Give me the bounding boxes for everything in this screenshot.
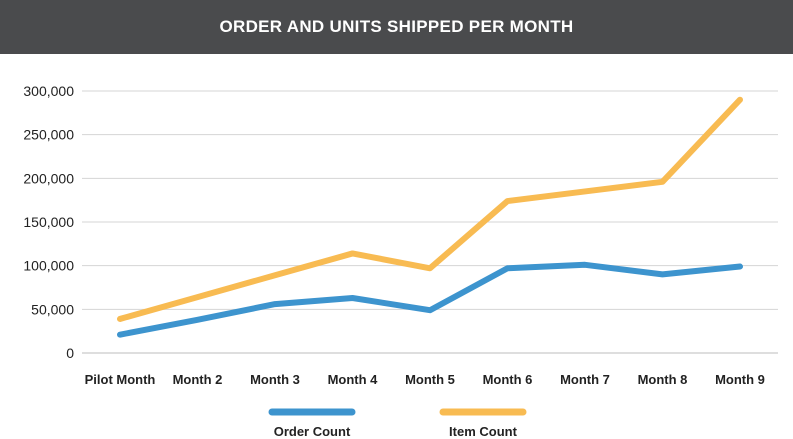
y-tick-label: 250,000: [23, 127, 74, 143]
x-tick-label: Month 3: [250, 372, 300, 387]
y-tick-label: 150,000: [23, 214, 74, 230]
y-tick-label: 200,000: [23, 170, 74, 186]
x-tick-label: Month 8: [638, 372, 688, 387]
y-tick-label: 50,000: [31, 301, 74, 317]
legend-label-order-count: Order Count: [274, 424, 351, 439]
x-tick-label: Month 7: [560, 372, 610, 387]
x-tick-label: Month 9: [715, 372, 765, 387]
x-tick-label: Month 4: [328, 372, 379, 387]
legend: Order Count Item Count: [268, 408, 527, 439]
chart-header: ORDER AND UNITS SHIPPED PER MONTH: [0, 0, 793, 54]
series-lines: [117, 96, 743, 338]
x-tick-label: Month 6: [483, 372, 533, 387]
y-tick-label: 300,000: [23, 83, 74, 99]
legend-label-item-count: Item Count: [449, 424, 518, 439]
order-count-line: [117, 261, 743, 338]
x-tick-label: Pilot Month: [85, 372, 156, 387]
grid: [82, 90, 778, 354]
item-count-line: [117, 96, 743, 322]
y-axis-ticks: 0 50,000 100,000 150,000 200,000 250,000 300,0…: [23, 83, 74, 361]
chart-title: ORDER AND UNITS SHIPPED PER MONTH: [219, 17, 574, 36]
y-tick-label: 0: [66, 345, 74, 361]
x-tick-label: Month 5: [405, 372, 455, 387]
y-tick-label: 100,000: [23, 258, 74, 274]
x-axis-ticks: Pilot Month Month 2 Month 3 Month 4 Month 5 M…: [85, 372, 765, 387]
x-tick-label: Month 2: [173, 372, 223, 387]
